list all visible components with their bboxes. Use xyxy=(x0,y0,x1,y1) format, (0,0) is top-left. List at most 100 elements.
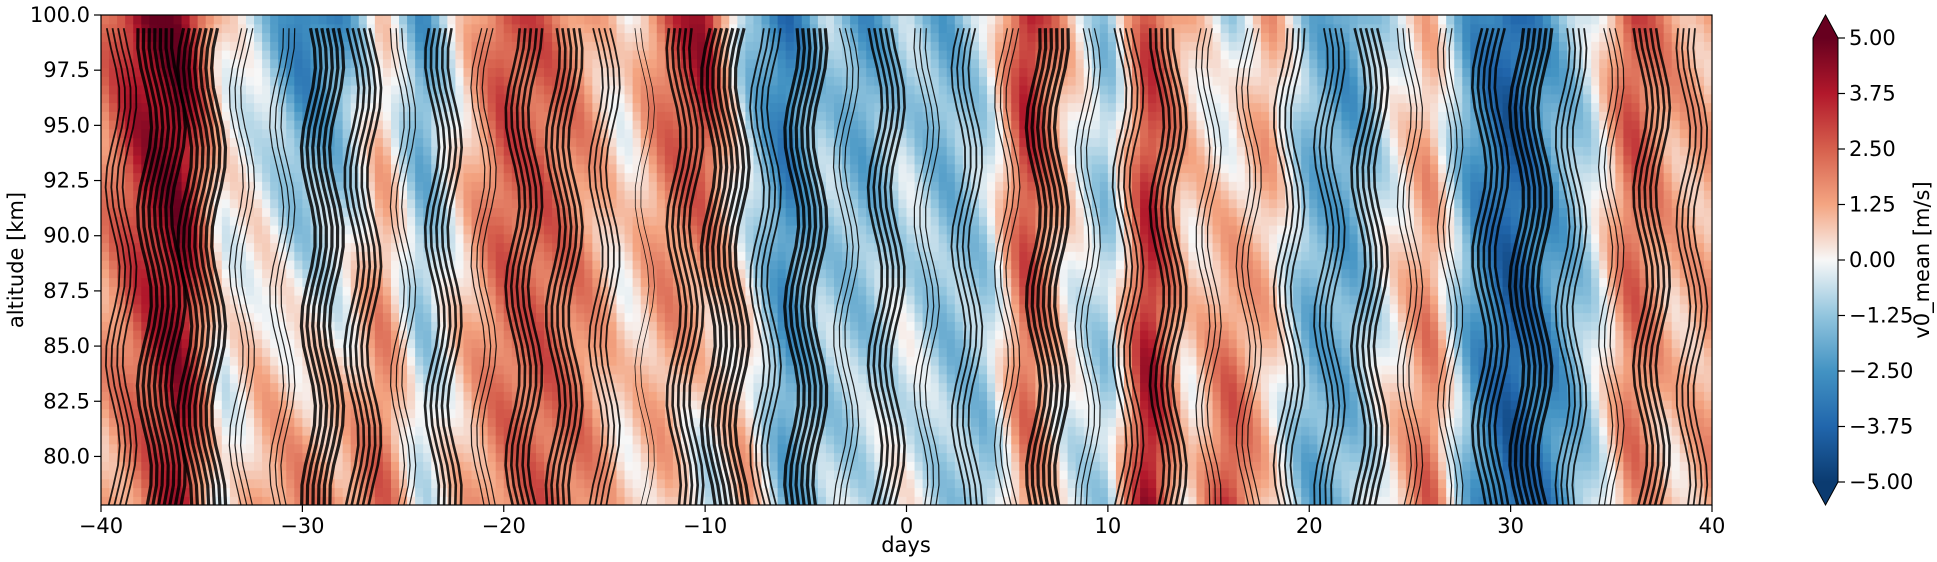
field-cell xyxy=(205,400,215,410)
field-cell xyxy=(229,50,239,60)
field-cell xyxy=(576,347,585,357)
field-cell xyxy=(503,295,513,305)
field-cell xyxy=(495,190,505,200)
field-cell xyxy=(390,312,400,322)
field-cell xyxy=(672,321,682,331)
field-cell xyxy=(584,435,593,445)
field-cell xyxy=(503,120,513,130)
field-cell xyxy=(318,303,328,314)
field-cell xyxy=(689,155,698,165)
field-cell xyxy=(817,487,827,497)
field-cell xyxy=(600,417,610,427)
field-cell xyxy=(584,172,593,182)
field-cell xyxy=(737,242,746,252)
field-cell xyxy=(342,251,352,261)
field-cell xyxy=(382,496,392,505)
field-cell xyxy=(125,120,134,130)
field-cell xyxy=(713,338,722,349)
field-cell xyxy=(455,111,465,121)
field-cell xyxy=(109,120,118,130)
field-cell xyxy=(672,15,682,25)
field-cell xyxy=(463,391,473,401)
field-cell xyxy=(262,391,271,401)
field-cell xyxy=(487,23,497,34)
field-cell xyxy=(552,67,561,77)
field-cell xyxy=(439,400,448,410)
field-cell xyxy=(213,15,223,25)
field-cell xyxy=(286,41,295,51)
field-cell xyxy=(245,295,255,305)
field-cell xyxy=(302,50,312,60)
field-cell xyxy=(101,487,110,497)
field-cell xyxy=(374,146,384,156)
field-cell xyxy=(640,146,650,156)
field-cell xyxy=(503,225,513,235)
field-cell xyxy=(592,478,602,489)
field-cell xyxy=(173,347,183,357)
field-cell xyxy=(455,181,465,191)
field-cell xyxy=(527,373,537,384)
field-cell xyxy=(777,391,787,401)
field-cell xyxy=(689,50,698,60)
field-cell xyxy=(455,23,465,34)
field-cell xyxy=(640,496,650,505)
field-cell xyxy=(527,470,537,480)
field-cell xyxy=(672,417,682,427)
field-cell xyxy=(157,67,167,77)
field-cell xyxy=(382,172,392,182)
field-cell xyxy=(125,146,134,156)
field-cell xyxy=(503,242,513,252)
field-cell xyxy=(729,373,738,384)
field-cell xyxy=(503,207,513,217)
field-cell xyxy=(568,356,577,366)
field-cell xyxy=(197,198,207,209)
field-cell xyxy=(487,225,497,235)
field-cell xyxy=(560,260,569,270)
field-cell xyxy=(616,487,626,497)
field-cell xyxy=(245,417,255,427)
field-cell xyxy=(157,155,167,165)
field-cell xyxy=(133,470,142,480)
field-cell xyxy=(777,50,787,60)
field-cell xyxy=(447,391,457,401)
field-cell xyxy=(399,268,408,279)
field-cell xyxy=(133,286,142,296)
field-cell xyxy=(415,391,424,401)
field-cell xyxy=(447,330,457,340)
field-cell xyxy=(535,277,545,287)
field-cell xyxy=(205,50,215,60)
field-cell xyxy=(407,120,416,130)
field-cell xyxy=(680,85,690,95)
field-cell xyxy=(101,338,110,349)
field-cell xyxy=(447,338,457,349)
field-cell xyxy=(262,155,271,165)
field-cell xyxy=(310,260,320,270)
field-cell xyxy=(697,312,706,322)
field-cell xyxy=(584,487,593,497)
field-cell xyxy=(648,242,658,252)
field-cell xyxy=(777,260,787,270)
field-cell xyxy=(350,190,360,200)
field-cell xyxy=(568,137,577,147)
field-cell xyxy=(777,496,787,505)
field-cell xyxy=(761,382,771,392)
field-cell xyxy=(229,15,239,25)
field-cell xyxy=(697,172,706,182)
field-cell xyxy=(552,268,561,279)
field-cell xyxy=(334,286,344,296)
field-cell xyxy=(447,443,457,454)
field-cell xyxy=(431,452,440,462)
field-cell xyxy=(423,295,432,305)
field-cell xyxy=(535,470,545,480)
field-cell xyxy=(133,443,142,454)
field-cell xyxy=(729,58,738,69)
field-cell xyxy=(125,496,134,505)
field-cell xyxy=(390,67,400,77)
field-cell xyxy=(519,137,529,147)
field-cell xyxy=(350,198,360,209)
field-cell xyxy=(237,373,247,384)
field-cell xyxy=(415,347,424,357)
field-cell xyxy=(624,146,634,156)
field-cell xyxy=(680,41,690,51)
field-cell xyxy=(390,181,400,191)
